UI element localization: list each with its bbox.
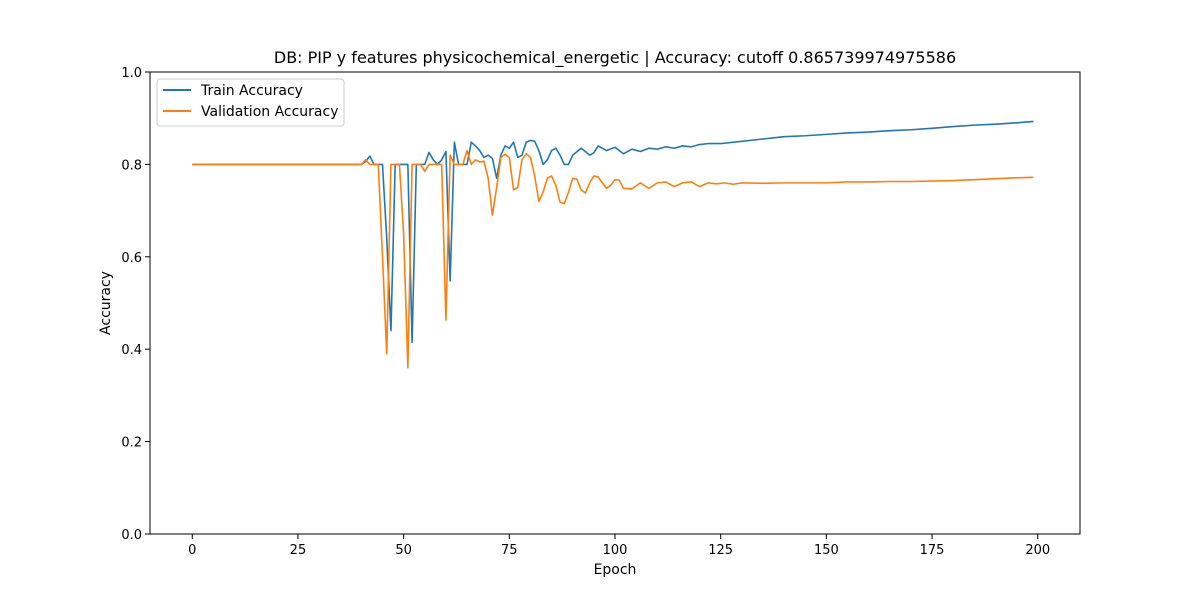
chart-title: DB: PIP y features physicochemical_energ…: [274, 48, 956, 68]
x-tick-label: 50: [395, 543, 412, 558]
x-tick-label: 125: [708, 543, 733, 558]
legend: Train Accuracy Validation Accuracy: [156, 78, 345, 127]
legend-label-validation: Validation Accuracy: [201, 104, 339, 120]
series-layer: [192, 120, 1034, 369]
x-tick-label: 100: [603, 543, 628, 558]
y-tick-label: 1.0: [121, 66, 142, 81]
x-axis: 0 25 50 75 100 125 150 175 200: [188, 534, 1050, 558]
x-tick-label: 150: [814, 543, 839, 558]
legend-label-train: Train Accuracy: [200, 83, 303, 99]
x-tick-label: 0: [188, 543, 196, 558]
x-axis-label: Epoch: [594, 562, 637, 578]
x-tick-label: 75: [501, 543, 518, 558]
x-tick-label: 200: [1025, 543, 1050, 558]
y-tick-label: 0.0: [121, 528, 142, 543]
y-tick-label: 0.6: [121, 251, 142, 266]
y-axis: 0.0 0.2 0.4 0.6 0.8 1.0: [121, 66, 150, 543]
series-line-train: [192, 120, 1034, 344]
x-tick-label: 175: [920, 543, 945, 558]
y-axis-label: Accuracy: [98, 271, 114, 335]
series-line-validation: [192, 149, 1034, 369]
legend-box: [156, 78, 345, 127]
plot-frame: [149, 71, 1081, 535]
y-tick-label: 0.2: [121, 436, 142, 451]
x-tick-label: 25: [290, 543, 307, 558]
y-tick-label: 0.4: [121, 343, 142, 358]
y-tick-label: 0.8: [121, 158, 142, 173]
